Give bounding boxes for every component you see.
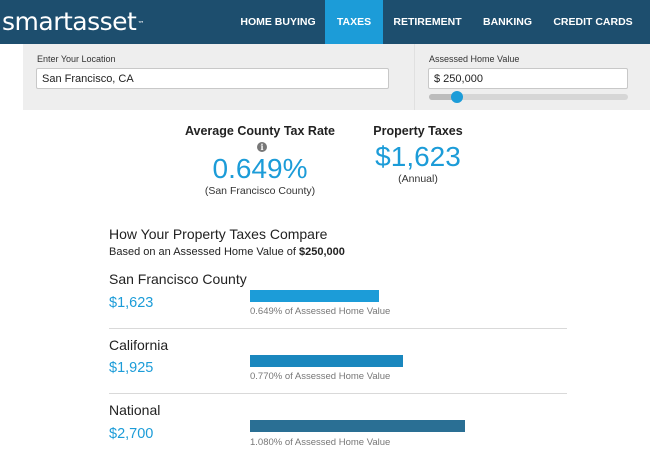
bar-county <box>250 290 379 302</box>
row-divider <box>109 328 567 329</box>
tax-rate-county: (San Francisco County) <box>204 185 316 197</box>
subtitle-home-value: $250,000 <box>298 246 345 258</box>
location-label: Enter Your Location <box>37 54 116 64</box>
row-amount-national: $2,700 <box>109 426 154 442</box>
bar-california <box>250 355 403 367</box>
bar-national <box>250 420 465 432</box>
nav-credit-cards[interactable]: CREDIT CARDS <box>553 16 633 28</box>
caption-national: 1.080% of Assessed Home Value <box>250 437 391 448</box>
home-value-label: Assessed Home Value <box>429 54 520 64</box>
row-amount-california: $1,925 <box>109 360 154 376</box>
row-name-california: California <box>109 337 169 353</box>
subtitle-prefix: Based on an Assessed Home Value of <box>109 246 299 258</box>
slider-handle[interactable] <box>450 91 463 103</box>
caption-california: 0.770% of Assessed Home Value <box>250 371 391 382</box>
property-taxes-value: $1,623 <box>375 141 461 172</box>
tax-rate-title: Average County Tax Rate <box>184 124 336 138</box>
info-icon[interactable]: i <box>257 142 267 152</box>
caption-county: 0.649% of Assessed Home Value <box>250 306 391 317</box>
property-taxes-title: Property Taxes <box>373 124 463 138</box>
nav-taxes[interactable]: TAXES <box>325 0 383 44</box>
trademark-mark: ™ <box>137 20 144 28</box>
nav-retirement[interactable]: RETIREMENT <box>393 16 462 28</box>
logo-text: smartasset <box>2 7 137 36</box>
row-name-national: National <box>109 402 161 418</box>
smartasset-logo[interactable]: smartasset™ <box>2 6 144 38</box>
panel-divider <box>414 44 415 110</box>
row-name-county: San Francisco County <box>109 271 247 287</box>
tax-rate-value: 0.649% <box>212 153 308 184</box>
home-value-slider[interactable] <box>429 91 628 103</box>
location-input[interactable] <box>36 68 389 89</box>
comparison-subtitle: Based on an Assessed Home Value of $250,… <box>109 246 345 258</box>
comparison-title: How Your Property Taxes Compare <box>109 226 328 242</box>
input-panel: Enter Your Location Assessed Home Value <box>23 44 650 110</box>
nav-home-buying[interactable]: HOME BUYING <box>240 16 316 28</box>
property-taxes-period: (Annual) <box>398 173 438 185</box>
row-divider <box>109 393 567 394</box>
row-amount-county: $1,623 <box>109 295 154 311</box>
home-value-input[interactable] <box>428 68 628 89</box>
top-navigation-bar: smartasset™ HOME BUYING TAXES RETIREMENT… <box>0 0 650 44</box>
nav-banking[interactable]: BANKING <box>483 16 532 28</box>
slider-fill <box>429 94 457 100</box>
